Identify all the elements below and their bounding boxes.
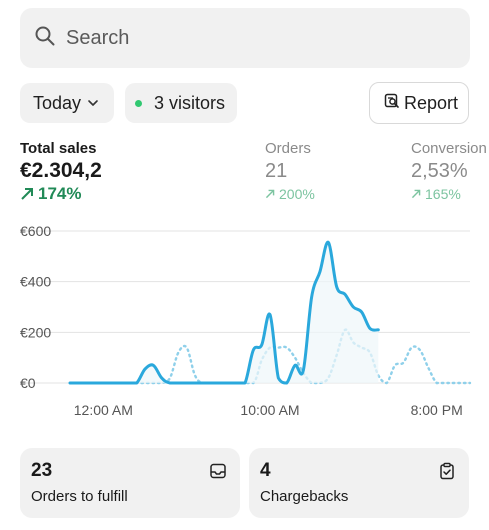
x-tick-label: 8:00 PM — [411, 402, 463, 418]
y-tick-label: €400 — [20, 274, 51, 290]
total-sales-delta: 174% — [20, 185, 102, 203]
visitors-label: 3 visitors — [154, 92, 226, 113]
search-icon — [34, 25, 56, 52]
orders-label: Orders — [265, 140, 311, 157]
live-visitors-button[interactable]: 3 visitors — [125, 83, 237, 123]
total-sales-delta-value: 174% — [38, 184, 82, 203]
orders-metric[interactable]: Orders 21 200% — [265, 140, 315, 203]
chargebacks-caption: Chargebacks — [260, 488, 349, 505]
live-dot-icon — [135, 99, 142, 107]
y-tick-label: €200 — [20, 324, 51, 340]
search-placeholder: Search — [66, 26, 130, 49]
search-input[interactable]: Search — [20, 8, 470, 68]
arrow-up-right-icon — [265, 189, 275, 199]
sales-chart[interactable]: €600 €400 €200 €0 12:00 AM 10:00 AM 8:00 PM — [0, 215, 489, 430]
clipboard-check-icon — [440, 462, 454, 480]
y-tick-label: €0 — [20, 375, 36, 391]
report-label: Report — [404, 92, 459, 113]
orders-delta: 200% — [265, 185, 315, 203]
conversion-value: 2,53% — [411, 160, 468, 182]
chargebacks-card[interactable]: 4 Chargebacks — [249, 448, 469, 518]
conversion-delta: 165% — [411, 185, 489, 203]
orders-value: 21 — [265, 160, 288, 182]
arrow-up-right-icon — [21, 188, 33, 200]
arrow-up-right-icon — [411, 189, 421, 199]
report-icon — [384, 93, 404, 114]
report-button[interactable]: Report — [369, 82, 469, 124]
conversion-delta-value: 165% — [425, 186, 461, 202]
series-line-current — [68, 240, 380, 385]
inbox-icon — [210, 463, 226, 479]
orders-to-fulfill-count: 23 — [31, 460, 53, 481]
conversion-label: Conversion — [411, 140, 487, 157]
x-tick-label: 12:00 AM — [74, 402, 133, 418]
total-sales-value: €2.304,2 — [20, 159, 102, 182]
y-tick-label: €600 — [20, 223, 51, 239]
chevron-down-icon — [81, 93, 99, 114]
orders-delta-value: 200% — [279, 186, 315, 202]
orders-to-fulfill-card[interactable]: 23 Orders to fulfill — [20, 448, 240, 518]
orders-to-fulfill-caption: Orders to fulfill — [31, 488, 128, 505]
chargebacks-count: 4 — [260, 460, 271, 481]
date-range-label: Today — [33, 92, 82, 113]
x-tick-label: 10:00 AM — [240, 402, 299, 418]
total-sales-label: Total sales — [20, 140, 97, 157]
date-range-dropdown[interactable]: Today — [20, 83, 114, 123]
conversion-metric[interactable]: Conversion 2,53% 165% — [411, 140, 489, 203]
series-area — [70, 242, 379, 383]
total-sales-metric[interactable]: Total sales €2.304,2 174% — [20, 140, 102, 203]
